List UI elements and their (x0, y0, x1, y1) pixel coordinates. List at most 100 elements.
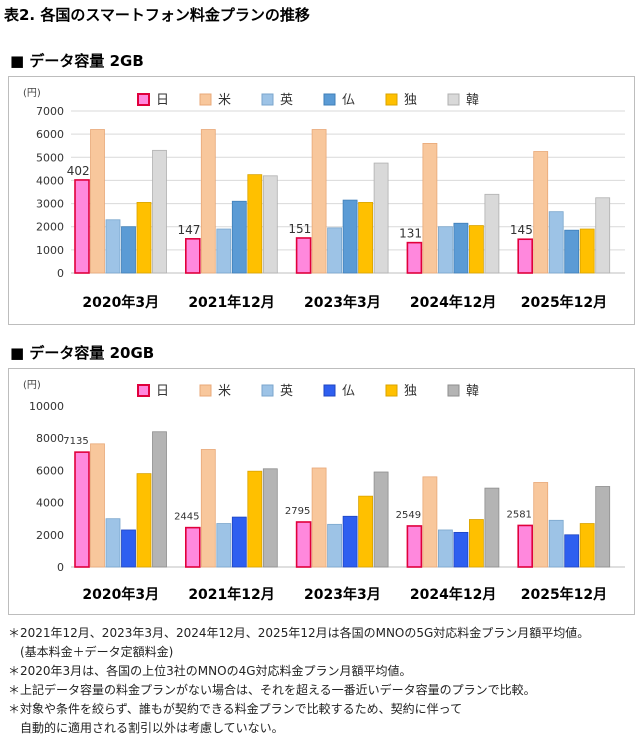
bar-仏 (342, 199, 358, 274)
legend-label: 仏 (342, 93, 355, 108)
legend-label: 独 (404, 384, 417, 399)
x-category-label: 2024年12月 (410, 294, 496, 311)
bar-仏 (342, 515, 358, 568)
y-tick-label: 10000 (29, 400, 64, 413)
legend-label: 米 (218, 384, 231, 399)
data-label: 7135 (63, 436, 88, 447)
bar-米 (200, 449, 216, 568)
y-tick-label: 0 (57, 267, 64, 280)
bar-仏 (121, 529, 136, 568)
y-tick-label: 5000 (36, 151, 64, 164)
chart-1-panel: (円) 日 米 英 仏 独 韓 0 1000 2000 3000 4000 5000 6000 7000 40… (8, 76, 635, 325)
bar-韓 (595, 486, 611, 568)
chart-2-svg: (円) 日 米 英 仏 独 韓 0 2000 4000 6000 8000 10000 7135 2020年… (23, 380, 625, 603)
legend-label: 日 (156, 384, 169, 399)
footnote-line: ＊2021年12月、2023年3月、2024年12月、2025年12月は各国のM… (8, 626, 590, 640)
legend-swatch (261, 384, 274, 397)
bar-米 (200, 129, 216, 274)
legend-swatch (261, 93, 274, 106)
footnote-line: (基本料金＋データ定額料金) (8, 645, 174, 659)
bar-日 (295, 521, 312, 568)
legend-swatch (447, 384, 460, 397)
y-tick-label: 6000 (36, 128, 64, 141)
bar-仏 (453, 222, 469, 274)
bar-英 (105, 518, 121, 568)
legend-label: 仏 (342, 384, 355, 399)
footnote-line: ＊上記データ容量の料金プランがない場合は、それを超える一番近いデータ容量のプラン… (8, 683, 536, 697)
bar-韓 (373, 162, 389, 274)
page-title: 表2. 各国のスマートフォン料金プランの推移 (4, 6, 310, 24)
bar-日 (517, 524, 534, 568)
chart-1-section-title: ■ データ容量 2GB (10, 52, 144, 70)
bar-韓 (152, 431, 167, 568)
bar-米 (422, 476, 438, 568)
bar-英 (437, 529, 453, 568)
chart-2-panel: (円) 日 米 英 仏 独 韓 0 2000 4000 6000 8000 10000 7135 2020年… (8, 368, 635, 615)
bar-仏 (453, 531, 469, 568)
bar-日 (74, 179, 90, 274)
bar-独 (136, 202, 152, 274)
bar-独 (468, 225, 484, 274)
bar-英 (105, 219, 121, 274)
chart-2-section-title: ■ データ容量 20GB (10, 344, 155, 362)
bar-韓 (262, 468, 278, 568)
y-tick-label: 8000 (36, 432, 64, 445)
x-category-label: 2023年3月 (304, 586, 381, 603)
bar-韓 (373, 471, 389, 568)
legend-swatch (385, 93, 398, 106)
data-label: 2795 (285, 506, 310, 517)
legend-swatch (199, 93, 212, 106)
data-label: 1312 (399, 227, 430, 241)
y-tick-label: 7000 (36, 105, 64, 118)
bar-英 (327, 227, 343, 274)
legend-label: 日 (156, 93, 169, 108)
y-tick-label: 3000 (36, 198, 64, 211)
data-label: 1513 (288, 222, 319, 236)
bar-日 (185, 238, 201, 274)
bar-仏 (231, 516, 247, 568)
data-label: 2581 (506, 509, 531, 520)
y-tick-label: 4000 (36, 497, 64, 510)
bar-仏 (121, 226, 136, 274)
x-category-label: 2025年12月 (521, 586, 607, 603)
bar-英 (437, 226, 453, 274)
bar-英 (216, 228, 232, 274)
x-category-label: 2024年12月 (410, 586, 496, 603)
bar-英 (548, 211, 564, 274)
bar-英 (327, 523, 343, 568)
bar-仏 (564, 534, 580, 568)
data-label: 2445 (174, 512, 199, 523)
data-label: 2549 (396, 510, 421, 521)
footnote-line: ＊対象や条件を絞らず、誰もが契約できる料金プランで比較するため、契約に伴って (8, 702, 463, 716)
y-tick-label: 6000 (36, 464, 64, 477)
bar-日 (185, 526, 201, 568)
bar-米 (311, 467, 327, 568)
bar-韓 (595, 197, 611, 274)
bar-日 (406, 241, 423, 274)
y-axis-unit-label: (円) (23, 88, 41, 99)
legend-swatch (199, 384, 212, 397)
bar-米 (422, 143, 438, 274)
legend-label: 英 (280, 384, 293, 399)
legend-swatch (323, 93, 336, 106)
bar-韓 (484, 487, 500, 568)
bar-米 (533, 151, 549, 274)
x-category-label: 2025年12月 (521, 294, 607, 311)
y-tick-label: 0 (57, 561, 64, 574)
legend-label: 英 (280, 93, 293, 108)
bar-独 (579, 228, 595, 274)
x-category-label: 2023年3月 (304, 294, 381, 311)
x-category-label: 2021年12月 (188, 586, 274, 603)
legend-swatch (137, 384, 150, 397)
footnotes: ＊2021年12月、2023年3月、2024年12月、2025年12月は各国のM… (8, 624, 638, 738)
bar-英 (548, 519, 564, 568)
bar-独 (468, 519, 484, 568)
legend-swatch (137, 93, 150, 106)
bar-米 (90, 129, 105, 274)
legend-label: 独 (404, 93, 417, 108)
bar-独 (136, 473, 152, 568)
x-category-label: 2020年3月 (82, 586, 159, 603)
footnote-line: 自動的に適用される割引以外は考慮していない。 (8, 721, 284, 735)
y-axis-unit-label: (円) (23, 380, 41, 391)
bar-独 (358, 202, 374, 274)
